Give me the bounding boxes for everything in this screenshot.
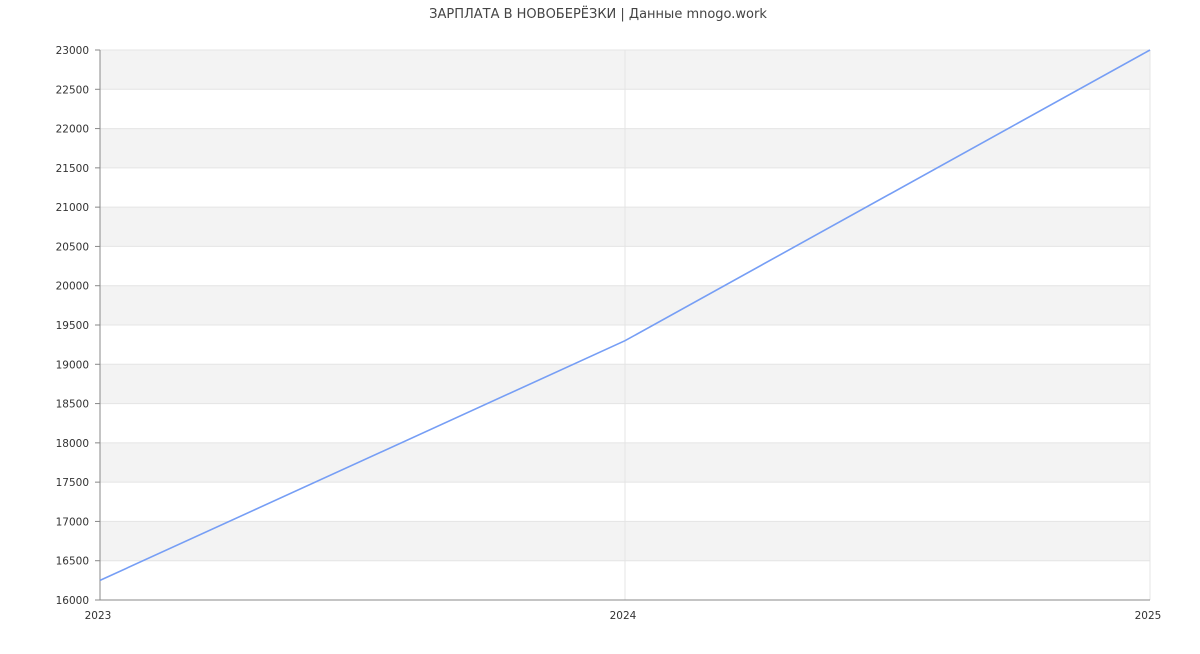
y-tick-label: 22500: [56, 84, 89, 96]
y-tick-label: 18500: [56, 399, 89, 411]
y-tick-label: 16500: [56, 556, 89, 568]
y-tick-label: 19000: [56, 359, 89, 371]
x-tick-label: 2023: [85, 610, 112, 622]
y-tick-label: 17500: [56, 477, 89, 489]
series-line: [99, 49, 1151, 582]
x-tick-label: 2025: [1135, 610, 1162, 622]
y-tick-label: 18000: [56, 438, 89, 450]
x-tick-label: 2024: [610, 610, 637, 622]
y-tick-label: 17000: [56, 516, 89, 528]
y-tick-label: 16000: [56, 595, 89, 607]
y-tick-label: 19500: [56, 320, 89, 332]
y-tick-label: 21500: [56, 163, 89, 175]
y-tick-label: 20500: [56, 241, 89, 253]
y-tick-label: 22000: [56, 124, 89, 136]
y-tick-label: 20000: [56, 281, 89, 293]
y-tick-label: 21000: [56, 202, 89, 214]
y-tick-label: 23000: [56, 45, 89, 57]
chart-title: ЗАРПЛАТА В НОВОБЕРЁЗКИ | Данные mnogo.wo…: [429, 6, 767, 22]
